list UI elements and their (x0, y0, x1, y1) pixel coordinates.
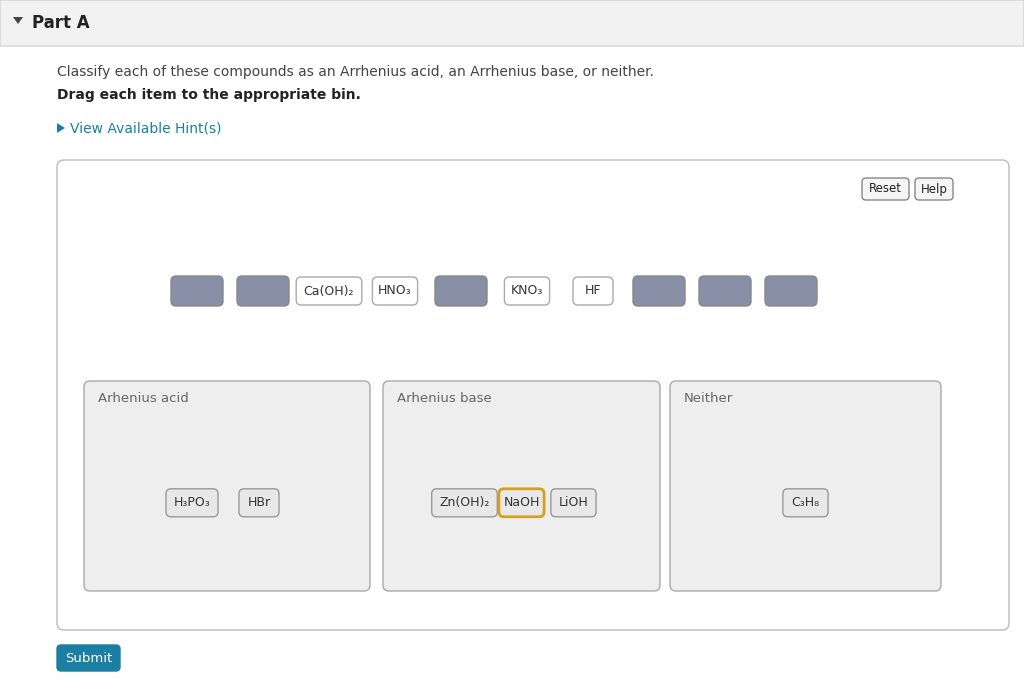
FancyBboxPatch shape (237, 276, 289, 306)
Text: LiOH: LiOH (559, 496, 589, 509)
FancyBboxPatch shape (84, 381, 370, 591)
Text: Arhenius acid: Arhenius acid (98, 393, 188, 406)
Text: KNO₃: KNO₃ (511, 285, 543, 298)
Text: HF: HF (585, 285, 601, 298)
Text: Reset: Reset (869, 183, 902, 196)
FancyBboxPatch shape (0, 0, 1024, 46)
Text: NaOH: NaOH (504, 496, 540, 509)
FancyBboxPatch shape (57, 645, 120, 671)
FancyBboxPatch shape (435, 276, 487, 306)
Text: Drag each item to the appropriate bin.: Drag each item to the appropriate bin. (57, 88, 360, 102)
Text: Help: Help (921, 183, 947, 196)
FancyBboxPatch shape (432, 489, 498, 517)
FancyBboxPatch shape (915, 178, 953, 200)
Text: Part A: Part A (32, 14, 90, 32)
FancyBboxPatch shape (699, 276, 751, 306)
FancyBboxPatch shape (239, 489, 279, 517)
Polygon shape (57, 123, 65, 133)
Text: HNO₃: HNO₃ (378, 285, 412, 298)
FancyBboxPatch shape (765, 276, 817, 306)
Text: Arhenius base: Arhenius base (397, 393, 492, 406)
FancyBboxPatch shape (57, 160, 1009, 630)
Text: Ca(OH)₂: Ca(OH)₂ (304, 285, 354, 298)
FancyBboxPatch shape (551, 489, 596, 517)
Text: Submit: Submit (65, 652, 112, 664)
Text: View Available Hint(s): View Available Hint(s) (70, 121, 221, 135)
FancyBboxPatch shape (633, 276, 685, 306)
Text: H₃PO₃: H₃PO₃ (174, 496, 210, 509)
Text: Neither: Neither (684, 393, 733, 406)
FancyBboxPatch shape (171, 276, 223, 306)
FancyBboxPatch shape (573, 277, 613, 305)
FancyBboxPatch shape (783, 489, 828, 517)
Text: HBr: HBr (248, 496, 270, 509)
Text: Classify each of these compounds as an Arrhenius acid, an Arrhenius base, or nei: Classify each of these compounds as an A… (57, 65, 654, 79)
FancyBboxPatch shape (862, 178, 909, 200)
FancyBboxPatch shape (296, 277, 361, 305)
FancyBboxPatch shape (166, 489, 218, 517)
FancyBboxPatch shape (670, 381, 941, 591)
FancyBboxPatch shape (373, 277, 418, 305)
FancyBboxPatch shape (505, 277, 550, 305)
Text: C₃H₈: C₃H₈ (792, 496, 819, 509)
Polygon shape (13, 17, 23, 24)
FancyBboxPatch shape (383, 381, 660, 591)
Text: Zn(OH)₂: Zn(OH)₂ (439, 496, 489, 509)
FancyBboxPatch shape (499, 489, 544, 517)
